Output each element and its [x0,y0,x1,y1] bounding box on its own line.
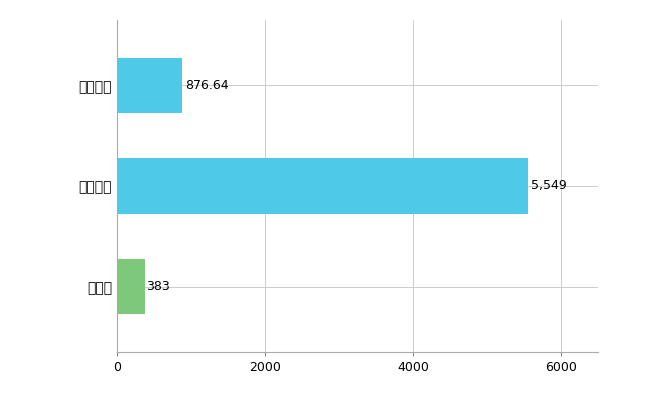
Bar [117,158,528,214]
Text: 383: 383 [146,280,170,293]
Bar [117,58,182,113]
Bar [117,259,146,314]
Text: 876.64: 876.64 [185,79,229,92]
Text: 5,549: 5,549 [531,180,567,192]
